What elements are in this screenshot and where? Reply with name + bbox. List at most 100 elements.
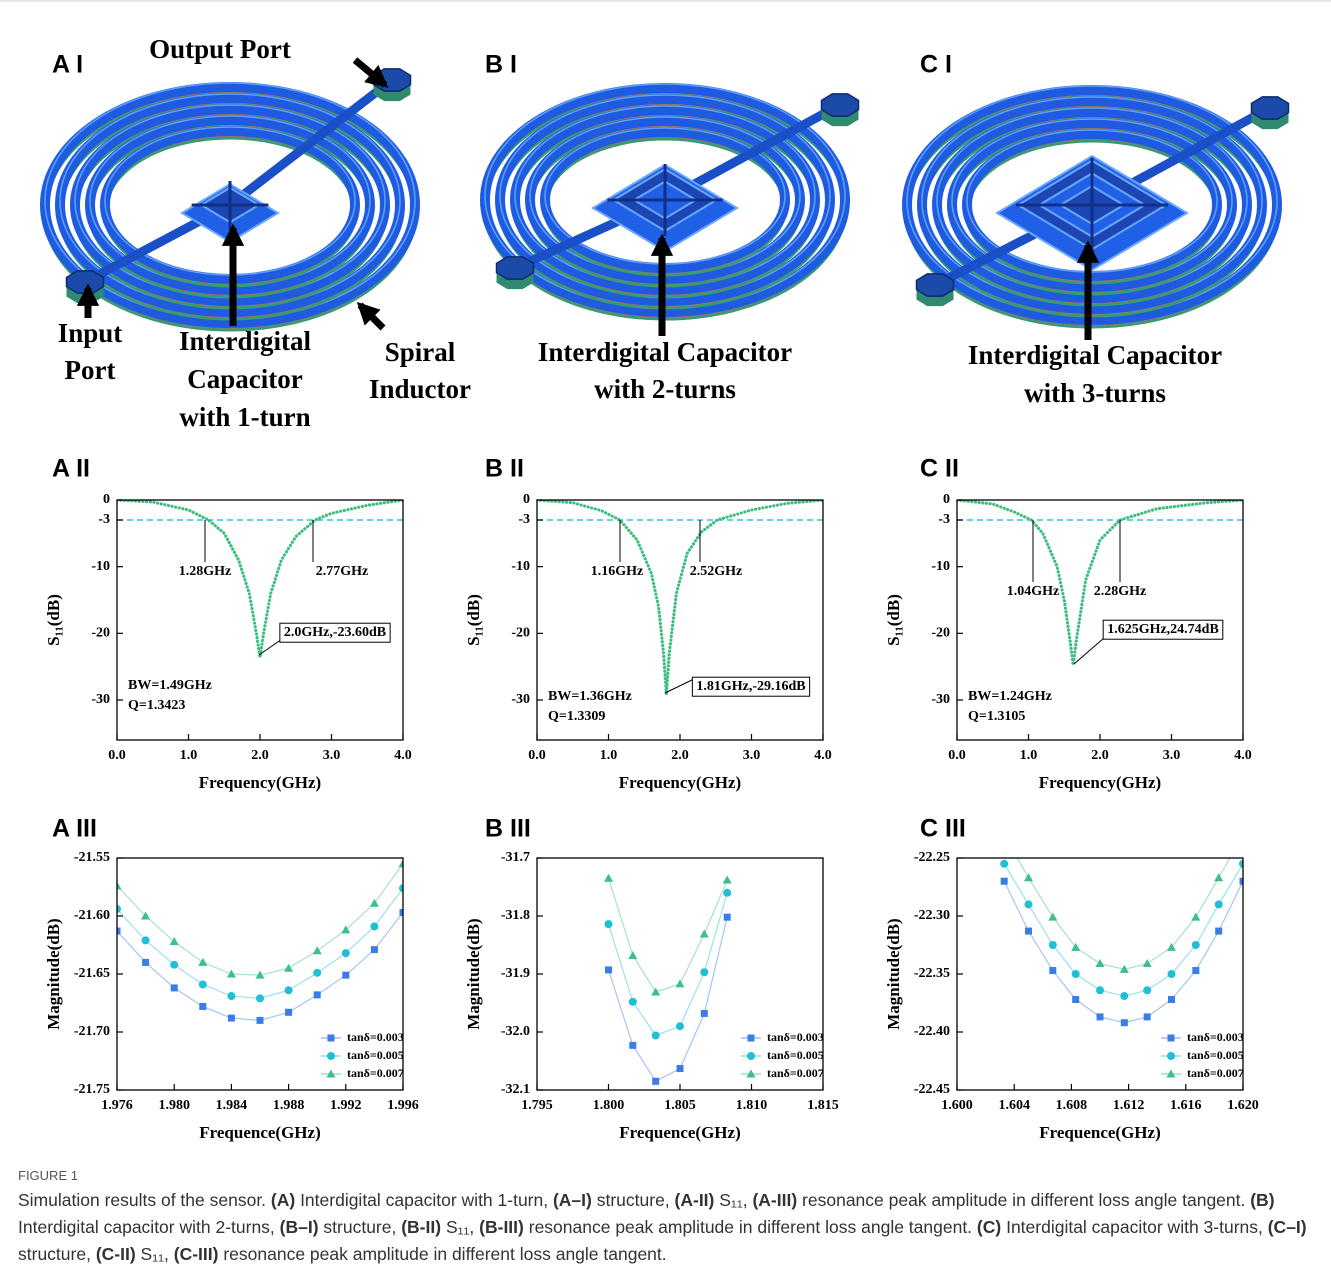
- caption-segment: (A–I): [553, 1190, 592, 1210]
- arrow: [360, 305, 383, 328]
- port: [497, 257, 534, 279]
- curve: [957, 500, 1243, 665]
- marker: [1024, 873, 1033, 881]
- annotation: 2.52GHz: [690, 564, 743, 579]
- x-tick-label: 3.0: [323, 748, 341, 763]
- panel-label: A III: [52, 815, 97, 843]
- y-tick-label: -3: [98, 512, 110, 527]
- y-tick-label: -21.55: [74, 850, 110, 865]
- marker: [257, 1017, 264, 1024]
- y-tick-label: -22.30: [914, 908, 950, 923]
- y-tick-label: -31.8: [501, 908, 530, 923]
- x-tick-label: 2.0: [1091, 748, 1109, 763]
- y-tick-label: -22.35: [914, 966, 950, 981]
- caption-segment: (C): [977, 1217, 1001, 1237]
- caption-segment: (C-II): [96, 1244, 136, 1264]
- callout: with 3-turns: [1024, 378, 1166, 408]
- marker: [227, 970, 236, 978]
- legend-label: tanδ=0.003: [767, 1030, 824, 1044]
- callout: Capacitor: [187, 364, 302, 394]
- marker: [170, 961, 178, 969]
- marker: [199, 1003, 206, 1010]
- x-tick-label: 0.0: [948, 748, 966, 763]
- x-tick-label: 4.0: [394, 748, 412, 763]
- x-axis-label: Frequency(GHz): [619, 773, 741, 792]
- marker: [313, 946, 322, 954]
- x-tick-label: 1.620: [1227, 1098, 1259, 1113]
- caption-segment: (A-III): [752, 1190, 797, 1210]
- marker: [328, 1035, 335, 1042]
- x-axis-label: Frequence(GHz): [199, 1123, 320, 1142]
- x-tick-label: 1.810: [736, 1098, 768, 1113]
- x-tick-label: 1.0: [600, 748, 618, 763]
- x-tick-label: 2.0: [671, 748, 689, 763]
- series-line: [1004, 881, 1243, 1023]
- marker: [284, 964, 293, 972]
- marker: [1048, 913, 1057, 921]
- series-line: [117, 888, 403, 998]
- marker: [1144, 1013, 1151, 1020]
- caption-segment: (A-II): [675, 1190, 715, 1210]
- marker: [1120, 992, 1128, 1000]
- x-tick-label: 1.795: [521, 1098, 553, 1113]
- marker: [1215, 900, 1223, 908]
- marker: [342, 972, 349, 979]
- x-tick-label: 3.0: [743, 748, 761, 763]
- marker: [1192, 967, 1199, 974]
- y-tick-label: -30: [511, 692, 530, 707]
- marker: [1000, 860, 1008, 868]
- series-line: [609, 893, 728, 1036]
- marker: [1168, 970, 1176, 978]
- legend-label: tanδ=0.005: [347, 1048, 404, 1062]
- annotation: 1.16GHz: [591, 564, 644, 579]
- marker: [142, 959, 149, 966]
- callout: with 2-turns: [594, 374, 736, 404]
- caption-segment: (B-III): [479, 1217, 524, 1237]
- annotation: Q=1.3309: [548, 709, 605, 724]
- panel-label: C I: [920, 51, 952, 79]
- callout: Input: [58, 318, 123, 348]
- x-axis-label: Frequence(GHz): [619, 1123, 740, 1142]
- marker: [604, 874, 613, 882]
- caption-segment: S₁₁,: [714, 1190, 752, 1210]
- x-axis-label: Frequency(GHz): [199, 773, 321, 792]
- marker: [676, 979, 685, 987]
- y-tick-label: -10: [511, 559, 530, 574]
- marker: [227, 992, 235, 1000]
- plot-area: [1000, 830, 1248, 1026]
- y-tick-label: -20: [511, 626, 530, 641]
- marker: [142, 936, 150, 944]
- annotation: 1.04GHz: [1007, 584, 1060, 599]
- callout: Output Port: [149, 34, 291, 64]
- marker: [1143, 959, 1152, 967]
- callout: with 1-turn: [179, 402, 310, 432]
- marker: [198, 958, 207, 966]
- panel-label: A II: [52, 455, 90, 483]
- y-axis-label: S₁₁(dB): [464, 594, 483, 646]
- marker: [1000, 830, 1009, 838]
- x-tick-label: 3.0: [1163, 748, 1181, 763]
- port: [917, 274, 954, 296]
- plot-area: [113, 859, 408, 1024]
- y-tick-label: -3: [518, 512, 530, 527]
- marker: [313, 969, 321, 977]
- y-axis-label: Magnitude(dB): [464, 918, 483, 1029]
- leader-line: [665, 678, 696, 693]
- marker: [1239, 830, 1248, 838]
- panel-label: B III: [485, 815, 531, 843]
- caption-segment: Interdigital capacitor with 2-turns,: [18, 1217, 280, 1237]
- y-tick-label: -32.1: [501, 1082, 530, 1097]
- panel-label: C III: [920, 815, 966, 843]
- caption-segment: structure,: [592, 1190, 675, 1210]
- caption-segment: (C–I): [1268, 1217, 1307, 1237]
- series-line: [1004, 864, 1243, 996]
- marker: [723, 889, 731, 897]
- annotation: 1.28GHz: [179, 564, 232, 579]
- marker: [1121, 1019, 1128, 1026]
- x-axis-label: Frequence(GHz): [1039, 1123, 1160, 1142]
- marker: [748, 1035, 755, 1042]
- marker: [652, 1031, 660, 1039]
- marker: [1168, 996, 1175, 1003]
- caption-segment: (B-II): [401, 1217, 441, 1237]
- marker: [1072, 996, 1079, 1003]
